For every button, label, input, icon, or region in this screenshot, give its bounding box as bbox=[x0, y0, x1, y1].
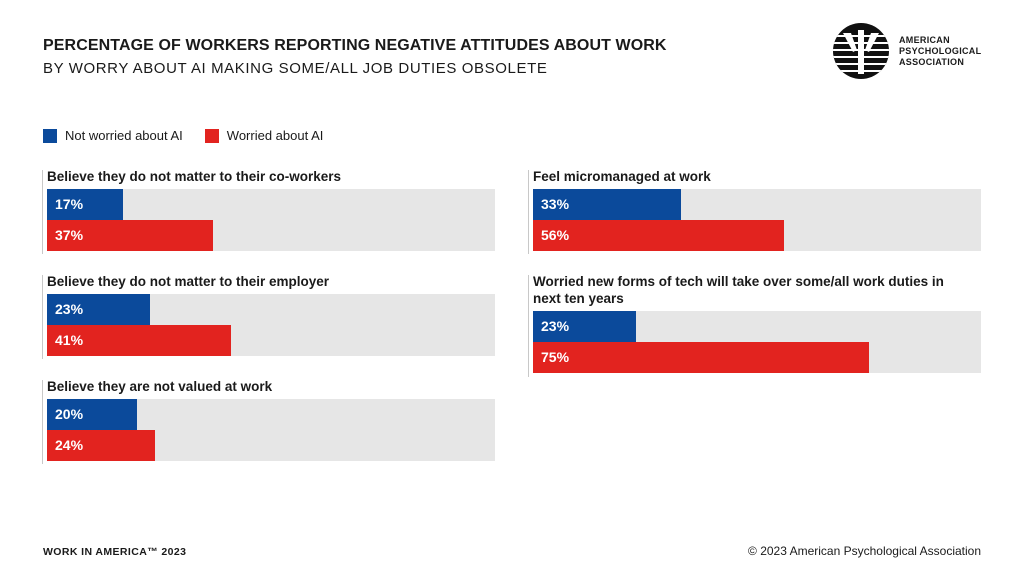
bar-worried: 41% bbox=[47, 325, 231, 356]
footer-report-name: WORK IN AMERICA™ 2023 bbox=[43, 546, 187, 558]
bar-worried: 37% bbox=[47, 220, 213, 251]
apa-logo: AMERICAN PSYCHOLOGICAL ASSOCIATION bbox=[832, 22, 981, 80]
bar-track: 33% bbox=[533, 189, 981, 220]
legend-item-not-worried: Not worried about AI bbox=[43, 128, 183, 143]
bar-track: 41% bbox=[47, 325, 495, 356]
bar-worried: 56% bbox=[533, 220, 784, 251]
category-label: Believe they do not matter to their empl… bbox=[47, 274, 330, 289]
chart-title: PERCENTAGE OF WORKERS REPORTING NEGATIVE… bbox=[43, 37, 667, 54]
bar-not-worried: 17% bbox=[47, 189, 124, 220]
bar-track: 24% bbox=[47, 430, 495, 461]
legend-label-not-worried: Not worried about AI bbox=[65, 128, 183, 143]
logo-line-2: PSYCHOLOGICAL bbox=[899, 45, 982, 56]
bar-not-worried: 20% bbox=[47, 399, 137, 430]
bar-value-label: 24% bbox=[55, 437, 84, 453]
bar-track: 75% bbox=[533, 342, 981, 373]
axis-line bbox=[528, 275, 529, 377]
category-label: Worried new forms of tech will take over… bbox=[533, 274, 944, 306]
bar-value-label: 17% bbox=[55, 196, 84, 212]
bar-value-label: 41% bbox=[55, 332, 84, 348]
bar-worried: 24% bbox=[47, 430, 155, 461]
bar-track: 23% bbox=[47, 294, 495, 325]
bar-track: 20% bbox=[47, 399, 495, 430]
bar-track: 17% bbox=[47, 189, 495, 220]
logo-line-3: ASSOCIATION bbox=[899, 56, 965, 67]
bar-value-label: 23% bbox=[55, 301, 84, 317]
bar-track: 37% bbox=[47, 220, 495, 251]
axis-line bbox=[42, 275, 43, 359]
bar-value-label: 33% bbox=[541, 196, 570, 212]
chart-subtitle: BY WORRY ABOUT AI MAKING SOME/ALL JOB DU… bbox=[43, 60, 548, 77]
axis-line bbox=[528, 170, 529, 254]
apa-psi-logo-icon bbox=[833, 23, 889, 79]
axis-line bbox=[42, 380, 43, 464]
legend: Not worried about AI Worried about AI bbox=[43, 128, 345, 143]
axis-line bbox=[42, 170, 43, 254]
bar-value-label: 75% bbox=[541, 349, 570, 365]
bar-track: 56% bbox=[533, 220, 981, 251]
bar-value-label: 37% bbox=[55, 227, 84, 243]
bar-track: 23% bbox=[533, 311, 981, 342]
bar-not-worried: 23% bbox=[533, 311, 637, 342]
category-label: Believe they do not matter to their co-w… bbox=[47, 169, 342, 184]
legend-label-worried: Worried about AI bbox=[226, 128, 324, 143]
bar-value-label: 20% bbox=[55, 406, 84, 422]
category-label: Feel micromanaged at work bbox=[533, 169, 711, 184]
bar-not-worried: 33% bbox=[533, 189, 681, 220]
category-label: Believe they are not valued at work bbox=[47, 379, 273, 394]
bar-value-label: 56% bbox=[541, 227, 570, 243]
bar-worried: 75% bbox=[533, 342, 869, 373]
footer-copyright: © 2023 American Psychological Associatio… bbox=[748, 544, 981, 558]
legend-item-worried: Worried about AI bbox=[204, 128, 324, 143]
logo-line-1: AMERICAN bbox=[899, 34, 950, 45]
bar-not-worried: 23% bbox=[47, 294, 151, 325]
bar-value-label: 23% bbox=[541, 318, 570, 334]
legend-swatch-not-worried bbox=[43, 128, 57, 143]
legend-swatch-worried bbox=[204, 128, 219, 143]
